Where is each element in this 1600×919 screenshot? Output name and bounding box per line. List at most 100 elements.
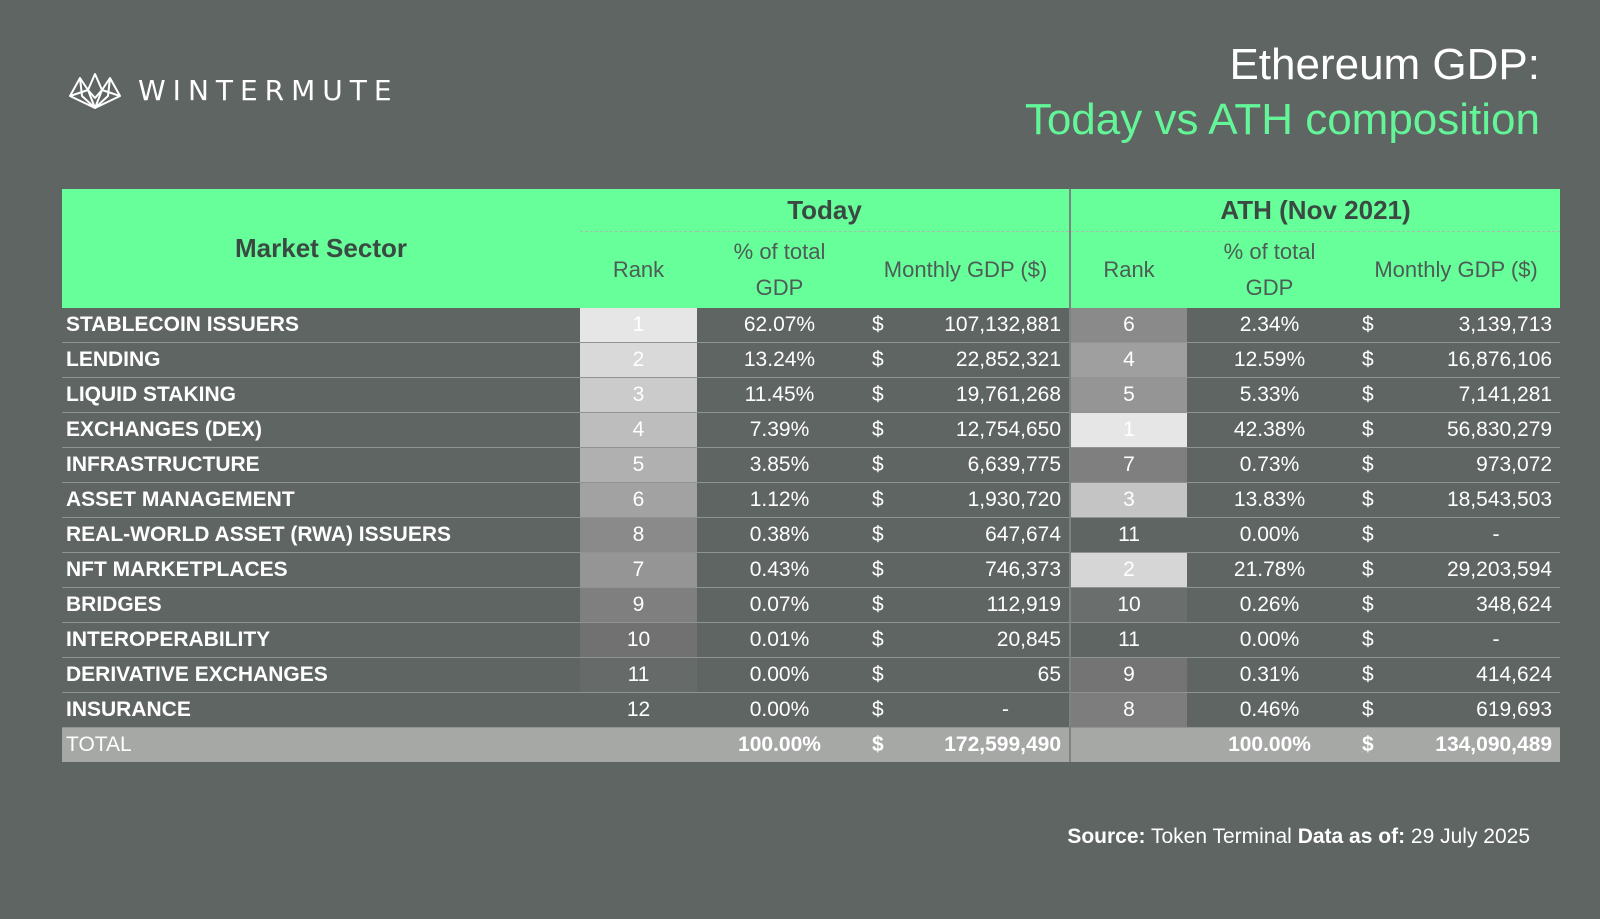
today-gdp-cell: 647,674 bbox=[902, 517, 1071, 553]
gdp-table: Market Sector Today ATH (Nov 2021) Rank … bbox=[62, 189, 1561, 762]
brand-name: WINTERMUTE bbox=[138, 73, 399, 107]
today-pct-cell: 3.85% bbox=[697, 447, 862, 483]
today-gdp-cell: 20,845 bbox=[902, 622, 1071, 658]
today-rank-cell: 6 bbox=[580, 482, 697, 518]
sector-cell: BRIDGES bbox=[62, 587, 580, 623]
table-row: DERIVATIVE EXCHANGES 11 0.00% $65 9 0.31% $414… bbox=[62, 657, 1561, 693]
today-gdp-cell: 22,852,321 bbox=[902, 342, 1071, 378]
today-gdp-cell: 746,373 bbox=[902, 552, 1071, 588]
total-ath-gdp: 134,090,489 bbox=[1392, 727, 1561, 762]
sector-cell: INSURANCE bbox=[62, 692, 580, 728]
header-group-ath: ATH (Nov 2021) bbox=[1069, 189, 1561, 232]
ath-currency-cell: $ bbox=[1352, 657, 1393, 693]
today-pct-cell: 11.45% bbox=[697, 377, 862, 413]
ath-pct-cell: 12.59% bbox=[1187, 342, 1353, 378]
ath-gdp-cell: 29,203,594 bbox=[1392, 552, 1561, 588]
today-currency-cell: $ bbox=[862, 657, 902, 693]
ath-gdp-cell: 619,693 bbox=[1392, 692, 1561, 728]
today-currency-cell: $ bbox=[862, 308, 902, 343]
source-note: Source: Token Terminal Data as of: 29 Ju… bbox=[1067, 825, 1530, 848]
today-pct-cell: 1.12% bbox=[697, 482, 862, 518]
ath-pct-cell: 13.83% bbox=[1187, 482, 1353, 518]
header-ath-rank: Rank bbox=[1069, 231, 1188, 308]
today-currency-cell: $ bbox=[862, 517, 902, 553]
ath-pct-cell: 0.73% bbox=[1187, 447, 1353, 483]
ath-currency-cell: $ bbox=[1352, 308, 1393, 343]
table-row: INFRASTRUCTURE 5 3.85% $6,639,775 7 0.73% $973… bbox=[62, 447, 1561, 483]
ath-rank-cell: 5 bbox=[1069, 377, 1188, 413]
table-row: LENDING 2 13.24% $22,852,321 4 12.59% $16,876,… bbox=[62, 342, 1561, 378]
table-row: INSURANCE 12 0.00% $ -8 0.46% $619,693 bbox=[62, 692, 1561, 728]
ath-pct-cell: 0.31% bbox=[1187, 657, 1353, 693]
sector-cell: NFT MARKETPLACES bbox=[62, 552, 580, 588]
today-currency-cell: $ bbox=[862, 692, 902, 728]
ath-currency-cell: $ bbox=[1352, 517, 1393, 553]
ath-currency-cell: $ bbox=[1352, 377, 1393, 413]
total-label: TOTAL bbox=[62, 727, 580, 762]
today-pct-cell: 0.38% bbox=[697, 517, 862, 553]
today-gdp-cell: 6,639,775 bbox=[902, 447, 1071, 483]
ath-currency-cell: $ bbox=[1352, 482, 1393, 518]
today-pct-cell: 62.07% bbox=[697, 308, 862, 343]
today-rank-cell: 4 bbox=[580, 412, 697, 448]
total-ath-currency: $ bbox=[1352, 727, 1393, 762]
ath-gdp-cell: 3,139,713 bbox=[1392, 308, 1561, 343]
today-currency-cell: $ bbox=[862, 447, 902, 483]
today-pct-cell: 0.00% bbox=[697, 692, 862, 728]
today-rank-cell: 11 bbox=[580, 657, 697, 693]
ath-gdp-cell: 7,141,281 bbox=[1392, 377, 1561, 413]
total-row: TOTAL 100.00% $172,599,490 100.00% $134,090,… bbox=[62, 727, 1561, 762]
ath-currency-cell: $ bbox=[1352, 552, 1393, 588]
sector-cell: DERIVATIVE EXCHANGES bbox=[62, 657, 580, 693]
ath-rank-cell: 3 bbox=[1069, 482, 1188, 518]
ath-rank-cell: 7 bbox=[1069, 447, 1188, 483]
page-title: Ethereum GDP: bbox=[1229, 40, 1540, 89]
ath-rank-cell: 2 bbox=[1069, 552, 1188, 588]
ath-pct-cell: 42.38% bbox=[1187, 412, 1353, 448]
today-rank-cell: 2 bbox=[580, 342, 697, 378]
ath-currency-cell: $ bbox=[1352, 447, 1393, 483]
today-currency-cell: $ bbox=[862, 412, 902, 448]
ath-gdp-cell: 56,830,279 bbox=[1392, 412, 1561, 448]
today-rank-cell: 8 bbox=[580, 517, 697, 553]
header-today-pct: % of total GDP bbox=[697, 231, 862, 308]
today-rank-cell: 10 bbox=[580, 622, 697, 658]
table-row: ASSET MANAGEMENT 6 1.12% $1,930,720 3 13.83% $… bbox=[62, 482, 1561, 518]
header-today-rank: Rank bbox=[580, 231, 697, 308]
today-pct-cell: 13.24% bbox=[697, 342, 862, 378]
today-currency-cell: $ bbox=[862, 622, 902, 658]
header-group-today: Today bbox=[580, 189, 1071, 232]
header-market-sector: Market Sector bbox=[62, 189, 580, 308]
ath-currency-cell: $ bbox=[1352, 412, 1393, 448]
header-today-gdp: Monthly GDP ($) bbox=[862, 231, 1071, 308]
ath-gdp-cell: 16,876,106 bbox=[1392, 342, 1561, 378]
today-pct-cell: 0.07% bbox=[697, 587, 862, 623]
table-body: STABLECOIN ISSUERS 1 62.07% $107,132,881 6 2.… bbox=[62, 308, 1561, 762]
today-gdp-cell: 112,919 bbox=[902, 587, 1071, 623]
ath-gdp-cell: - bbox=[1392, 517, 1561, 553]
today-rank-cell: 12 bbox=[580, 692, 697, 728]
ath-rank-cell: 6 bbox=[1069, 308, 1188, 343]
title-block: Ethereum GDP: Today vs ATH composition bbox=[1025, 38, 1540, 148]
today-pct-cell: 7.39% bbox=[697, 412, 862, 448]
ath-rank-cell: 10 bbox=[1069, 587, 1188, 623]
today-currency-cell: $ bbox=[862, 587, 902, 623]
table-row: STABLECOIN ISSUERS 1 62.07% $107,132,881 6 2.… bbox=[62, 308, 1561, 343]
sector-cell: REAL-WORLD ASSET (RWA) ISSUERS bbox=[62, 517, 580, 553]
today-gdp-cell: 107,132,881 bbox=[902, 308, 1071, 343]
sector-cell: INTEROPERABILITY bbox=[62, 622, 580, 658]
ath-pct-cell: 0.00% bbox=[1187, 622, 1353, 658]
total-ath-pct: 100.00% bbox=[1187, 727, 1353, 762]
sector-cell: INFRASTRUCTURE bbox=[62, 447, 580, 483]
ath-pct-cell: 21.78% bbox=[1187, 552, 1353, 588]
today-gdp-cell: 1,930,720 bbox=[902, 482, 1071, 518]
ath-rank-cell: 8 bbox=[1069, 692, 1188, 728]
ath-pct-cell: 5.33% bbox=[1187, 377, 1353, 413]
table-row: BRIDGES 9 0.07% $112,919 10 0.26% $348,624 bbox=[62, 587, 1561, 623]
brand-logo: WINTERMUTE bbox=[68, 70, 399, 110]
total-today-rank-empty bbox=[580, 727, 697, 762]
ath-rank-cell: 11 bbox=[1069, 622, 1188, 658]
ath-gdp-cell: 18,543,503 bbox=[1392, 482, 1561, 518]
today-currency-cell: $ bbox=[862, 342, 902, 378]
total-ath-rank-empty bbox=[1069, 727, 1188, 762]
